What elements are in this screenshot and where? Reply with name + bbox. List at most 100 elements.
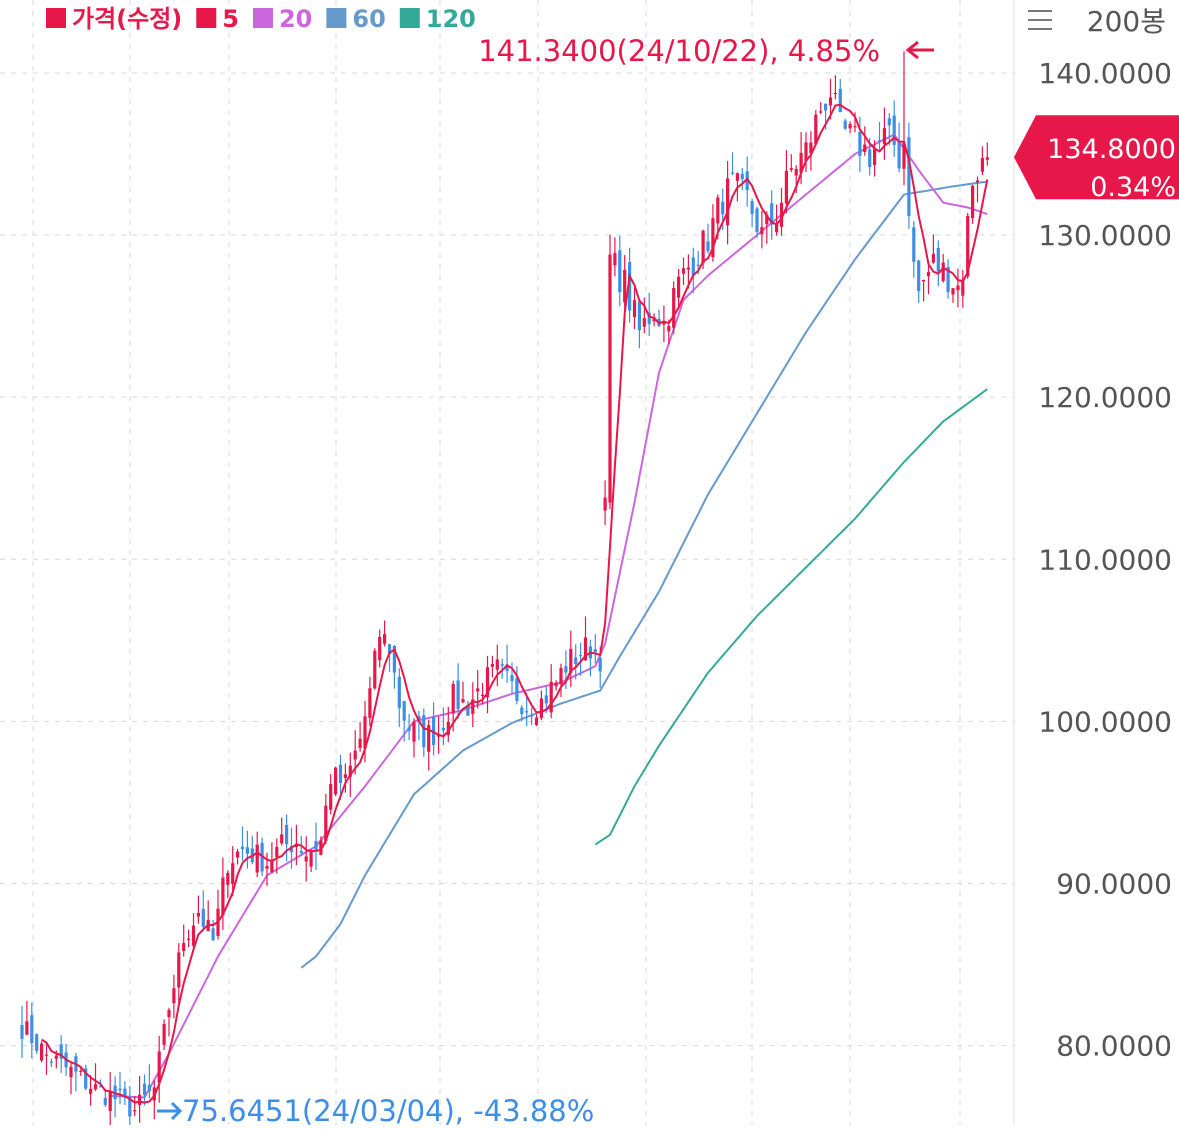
grid-layer xyxy=(0,0,1014,1125)
candle-body xyxy=(941,262,945,282)
candle-body xyxy=(799,152,803,173)
ma5-layer xyxy=(41,103,989,1104)
candle-body xyxy=(510,675,514,682)
candle-body xyxy=(647,312,651,325)
left-arrow-icon xyxy=(905,40,934,60)
candle-body xyxy=(196,912,200,917)
candle-body xyxy=(314,840,318,850)
legend-label: 가격(수정) xyxy=(72,5,182,33)
candle-body xyxy=(275,847,279,857)
candle-body xyxy=(603,497,607,511)
candle-body xyxy=(784,171,788,204)
candle-body xyxy=(539,698,543,719)
candle-body xyxy=(123,1088,127,1097)
candle-body xyxy=(108,1091,112,1111)
candle-body xyxy=(25,1021,29,1035)
candle-body xyxy=(931,253,935,263)
candle-body xyxy=(598,657,602,672)
candle-body xyxy=(500,664,504,666)
candle-body xyxy=(951,288,955,295)
candle-body xyxy=(236,851,240,858)
candle-body xyxy=(245,847,249,854)
candle-body xyxy=(922,279,926,282)
candle-body xyxy=(735,173,739,181)
candle-body xyxy=(745,171,749,190)
candle-body xyxy=(926,272,931,277)
candle-body xyxy=(476,688,480,692)
low-annotation: 75.6451(24/03/04), -43.88% xyxy=(182,1094,594,1125)
candle-body xyxy=(348,765,352,777)
y-tick-label: 140.0000 xyxy=(1038,57,1172,90)
candle-body xyxy=(936,247,940,272)
candle-body xyxy=(892,115,896,145)
candle-body xyxy=(696,264,700,266)
y-tick-label: 130.0000 xyxy=(1038,219,1172,252)
candle-body xyxy=(221,877,225,916)
candle-body xyxy=(422,715,426,748)
menu-icon[interactable] xyxy=(1024,4,1058,38)
y-tick-label: 120.0000 xyxy=(1038,381,1172,414)
candle-body xyxy=(373,650,377,689)
candle-body xyxy=(873,148,877,165)
candle-body xyxy=(564,666,568,673)
candle-body xyxy=(975,180,980,183)
candle-body xyxy=(525,711,529,713)
candle-body xyxy=(530,715,534,717)
candle-body xyxy=(569,648,573,673)
candle-body xyxy=(662,322,666,325)
candle-body xyxy=(794,169,798,176)
candle-body xyxy=(779,202,784,227)
candle-body xyxy=(368,688,372,718)
candle-body xyxy=(740,173,744,179)
candle-body xyxy=(402,701,406,721)
ma20-layer xyxy=(110,133,988,1099)
candle-body xyxy=(338,764,343,784)
candle-body xyxy=(775,223,779,233)
candle-body xyxy=(549,681,553,713)
legend-label: 60 xyxy=(352,5,385,33)
candle-body xyxy=(133,1110,137,1112)
candle-body xyxy=(809,142,813,154)
candle-body xyxy=(84,1068,88,1089)
candle-body xyxy=(383,634,387,644)
candle-body xyxy=(89,1088,93,1094)
candle-body xyxy=(765,214,769,225)
period-label[interactable]: 200봉 xyxy=(1087,5,1166,38)
candle-body xyxy=(69,1066,73,1078)
candle-body xyxy=(833,92,837,95)
candle-body xyxy=(985,157,989,160)
candle-body xyxy=(485,667,490,698)
candle-body xyxy=(240,846,245,850)
candle-body xyxy=(770,203,774,225)
candle-body xyxy=(628,262,632,311)
candle-body xyxy=(907,137,911,217)
y-tick-label: 110.0000 xyxy=(1038,543,1172,576)
legend-swatch xyxy=(46,8,66,28)
candle-body xyxy=(632,300,637,317)
candle-body xyxy=(730,172,735,174)
candle-body xyxy=(672,287,676,328)
candle-body xyxy=(520,707,524,715)
candle-body xyxy=(897,141,901,169)
candle-body xyxy=(451,684,455,714)
candle-body xyxy=(363,716,367,749)
candle-body xyxy=(20,1025,24,1039)
candle-body xyxy=(427,725,431,752)
candle-body xyxy=(387,644,392,655)
candle-body xyxy=(30,1015,34,1044)
candle-body xyxy=(853,126,857,128)
right-arrow-icon xyxy=(157,1101,183,1121)
candle-body xyxy=(623,269,627,303)
candle-body xyxy=(270,861,274,873)
candle-body xyxy=(677,276,681,298)
candle-body xyxy=(157,1051,161,1083)
candle-body xyxy=(691,257,695,276)
candle-body xyxy=(681,268,686,274)
legend-label: 5 xyxy=(222,5,239,33)
legend-label: 120 xyxy=(426,5,476,33)
candle-body xyxy=(79,1070,83,1072)
candle-body xyxy=(191,925,196,946)
candle-body xyxy=(559,667,563,685)
